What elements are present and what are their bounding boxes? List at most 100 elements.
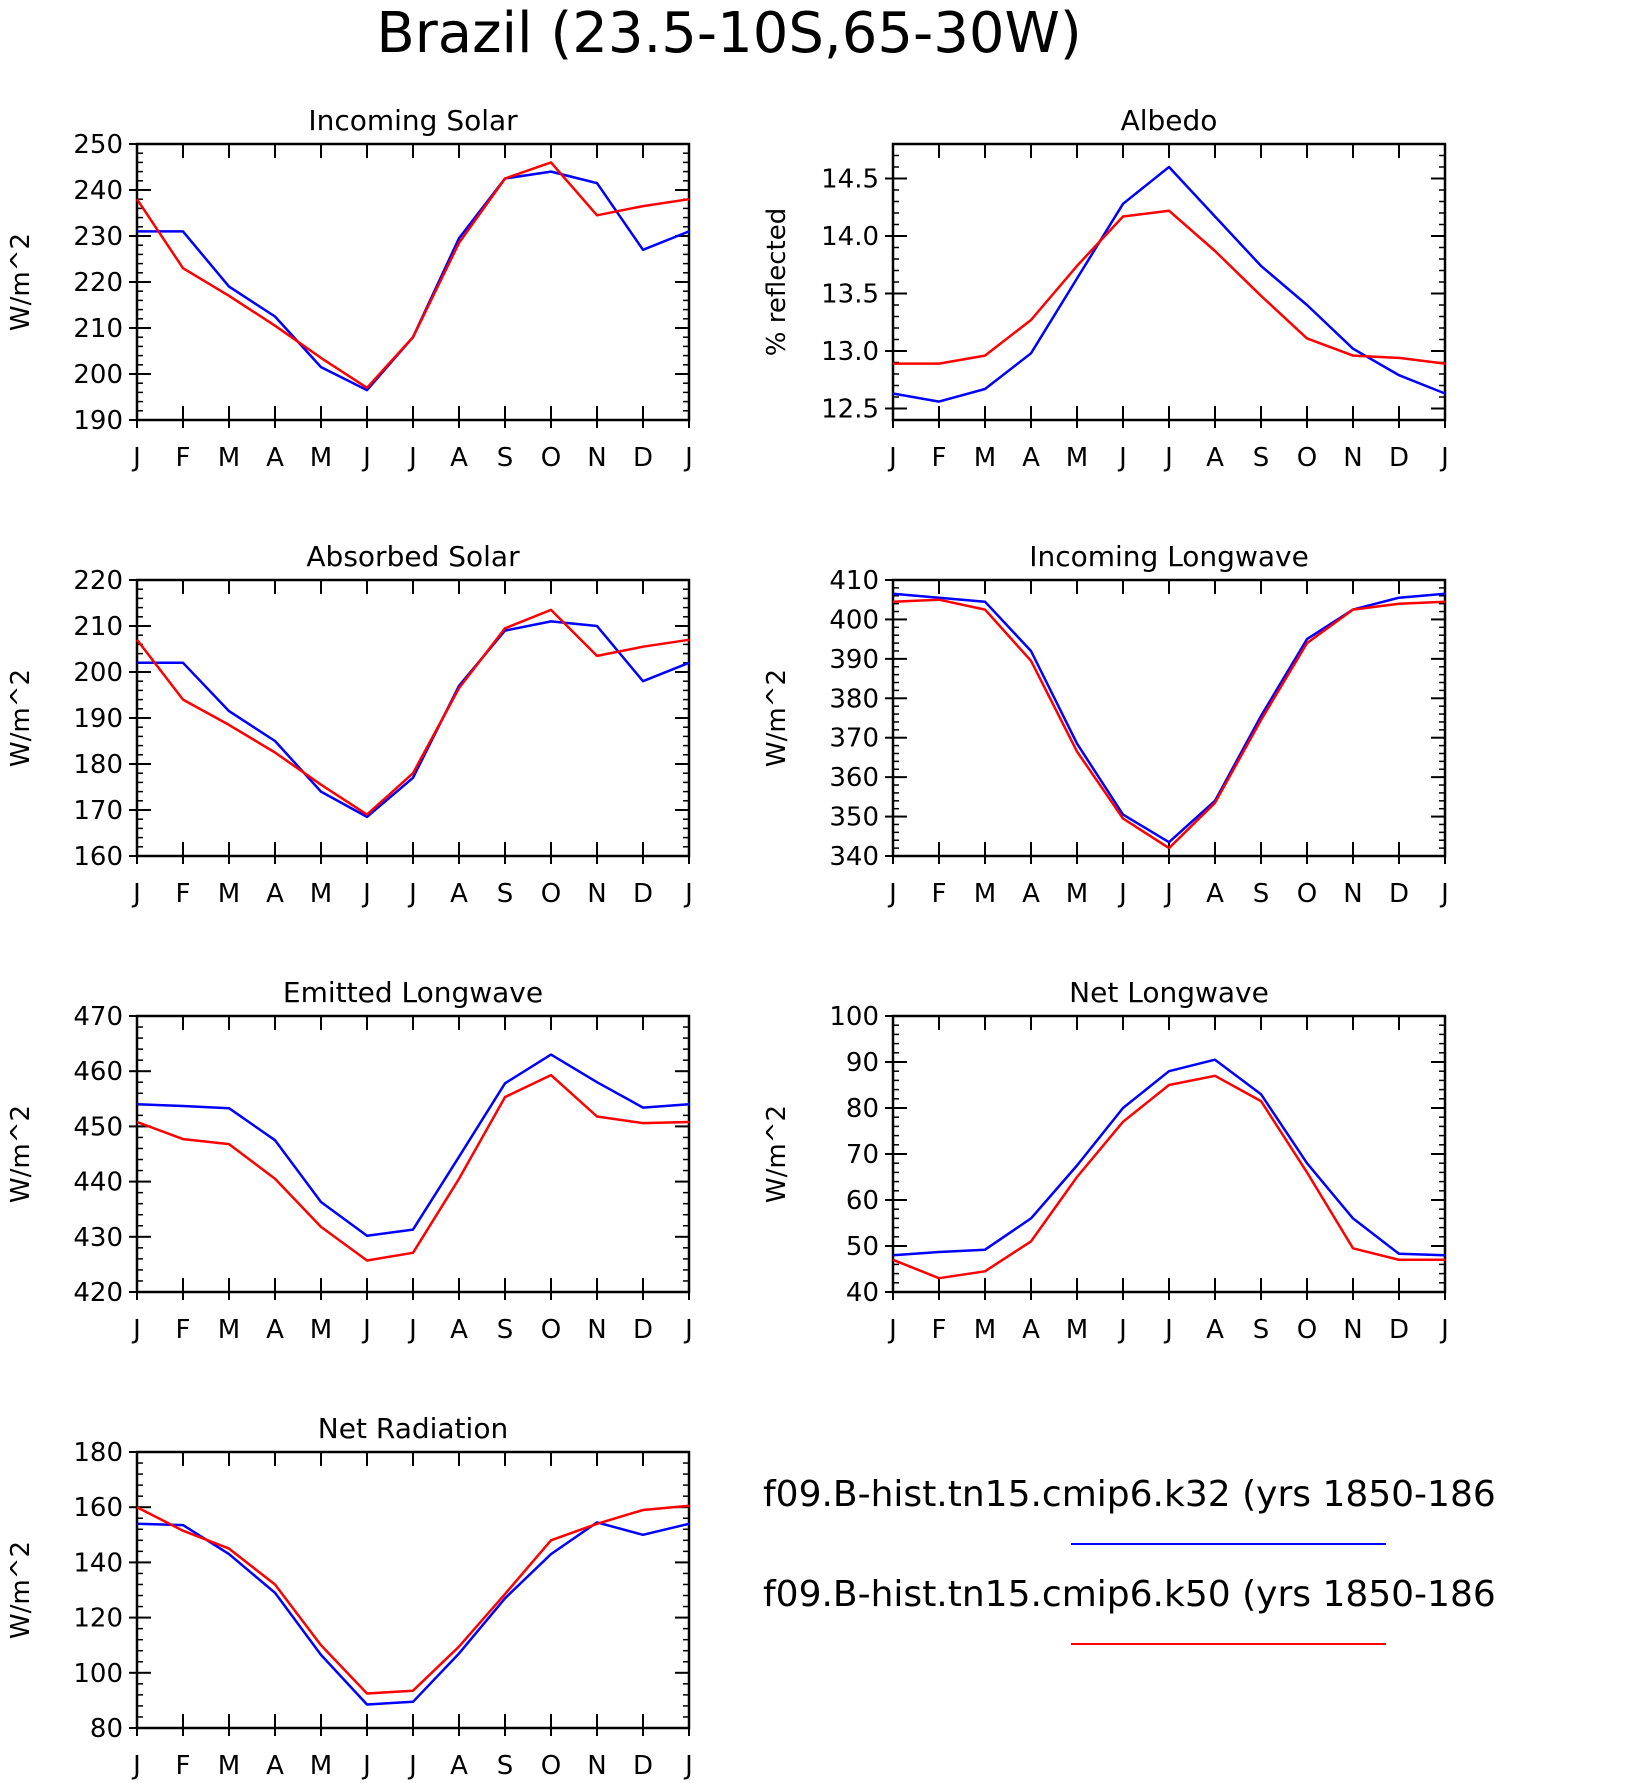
y-tick-label-incoming-solar-6: 250 — [73, 130, 123, 160]
x-tick-label-absorbed-solar-5: J — [361, 879, 371, 909]
x-tick-label-absorbed-solar-9: O — [541, 879, 561, 909]
x-tick-label-incoming-solar-8: S — [497, 443, 514, 473]
y-axis-label-emitted-longwave: W/m^2 — [6, 1105, 36, 1203]
y-tick-label-net-radiation-1: 100 — [73, 1659, 123, 1689]
x-tick-label-net-longwave-6: J — [1163, 1315, 1173, 1345]
x-tick-label-absorbed-solar-0: J — [131, 879, 141, 909]
x-tick-label-emitted-longwave-0: J — [131, 1315, 141, 1345]
series-line-emitted-longwave-k32 — [136, 1053, 690, 1237]
series-line-absorbed-solar-k50 — [136, 608, 690, 816]
x-tick-label-emitted-longwave-12: J — [683, 1315, 693, 1345]
y-tick-label-incoming-solar-4: 230 — [73, 222, 123, 252]
x-tick-label-incoming-longwave-12: J — [1439, 879, 1449, 909]
y-tick-label-emitted-longwave-1: 430 — [73, 1223, 123, 1253]
y-tick-label-incoming-longwave-2: 360 — [829, 763, 879, 793]
y-tick-label-albedo-0: 12.5 — [821, 395, 879, 425]
x-tick-label-incoming-solar-9: O — [541, 443, 561, 473]
plot-frame-absorbed-solar — [135, 578, 691, 858]
panel-title-emitted-longwave: Emitted Longwave — [283, 976, 543, 1009]
series-line-albedo-k32 — [892, 165, 1446, 403]
y-tick-label-incoming-solar-3: 220 — [73, 268, 123, 298]
x-tick-label-absorbed-solar-8: S — [497, 879, 514, 909]
series-line-albedo-k50 — [893, 209, 1446, 365]
x-tick-label-emitted-longwave-7: A — [450, 1315, 468, 1345]
y-axis-label-net-radiation: W/m^2 — [6, 1541, 36, 1639]
x-tick-label-absorbed-solar-10: N — [587, 879, 606, 909]
y-tick-label-net-longwave-4: 80 — [846, 1094, 879, 1124]
x-tick-label-emitted-longwave-4: M — [310, 1315, 332, 1345]
x-tick-label-emitted-longwave-3: A — [266, 1315, 284, 1345]
x-tick-label-emitted-longwave-2: M — [218, 1315, 240, 1345]
series-line-incoming-solar-k50 — [135, 161, 690, 390]
legend: f09.B-hist.tn15.cmip6.k32 (yrs 1850-186 … — [763, 1474, 1496, 1645]
x-tick-label-net-radiation-8: S — [497, 1751, 514, 1781]
x-tick-label-net-radiation-0: J — [131, 1751, 141, 1781]
series-line-net-longwave-k32 — [892, 1058, 1446, 1257]
x-tick-label-albedo-5: J — [1117, 443, 1127, 473]
x-tick-label-emitted-longwave-8: S — [497, 1315, 514, 1345]
x-tick-label-albedo-8: S — [1253, 443, 1270, 473]
legend-label-k50: f09.B-hist.tn15.cmip6.k50 (yrs 1850-186 — [763, 1574, 1496, 1615]
y-tick-label-absorbed-solar-0: 160 — [73, 842, 123, 872]
x-tick-label-net-longwave-11: D — [1389, 1315, 1409, 1345]
y-tick-label-emitted-longwave-0: 420 — [73, 1278, 123, 1308]
y-tick-label-incoming-longwave-3: 370 — [829, 724, 879, 754]
x-tick-label-absorbed-solar-11: D — [633, 879, 653, 909]
y-axis-label-absorbed-solar: W/m^2 — [6, 669, 36, 767]
y-tick-label-absorbed-solar-6: 220 — [73, 566, 123, 596]
series-line-incoming-longwave-k32 — [892, 592, 1446, 844]
x-tick-label-net-radiation-7: A — [450, 1751, 468, 1781]
x-tick-label-incoming-longwave-8: S — [1253, 879, 1270, 909]
x-tick-label-albedo-2: M — [974, 443, 996, 473]
x-tick-label-incoming-solar-3: A — [266, 443, 284, 473]
plot-frame-incoming-longwave — [891, 578, 1447, 858]
x-tick-label-net-radiation-6: J — [407, 1751, 417, 1781]
x-tick-label-incoming-longwave-2: M — [974, 879, 996, 909]
series-line-net-radiation-k32 — [136, 1521, 690, 1706]
x-tick-label-emitted-longwave-11: D — [633, 1315, 653, 1345]
y-tick-label-net-radiation-3: 140 — [73, 1548, 123, 1578]
y-tick-label-absorbed-solar-4: 200 — [73, 658, 123, 688]
x-tick-label-net-radiation-5: J — [361, 1751, 371, 1781]
x-tick-label-emitted-longwave-6: J — [407, 1315, 417, 1345]
y-tick-label-albedo-2: 13.5 — [821, 280, 879, 310]
x-tick-label-net-radiation-10: N — [587, 1751, 606, 1781]
x-tick-label-net-radiation-1: F — [176, 1751, 191, 1781]
x-tick-label-incoming-longwave-5: J — [1117, 879, 1127, 909]
y-axis-label-net-longwave: W/m^2 — [762, 1105, 792, 1203]
y-tick-label-incoming-longwave-5: 390 — [829, 645, 879, 675]
x-tick-label-albedo-12: J — [1439, 443, 1449, 473]
x-tick-label-net-longwave-7: A — [1206, 1315, 1224, 1345]
x-tick-label-net-radiation-12: J — [683, 1751, 693, 1781]
x-tick-label-incoming-longwave-0: J — [887, 879, 897, 909]
x-tick-label-absorbed-solar-1: F — [176, 879, 191, 909]
panel-title-incoming-solar: Incoming Solar — [308, 104, 518, 137]
y-tick-label-absorbed-solar-5: 210 — [73, 612, 123, 642]
y-tick-label-incoming-longwave-6: 400 — [829, 605, 879, 635]
y-tick-label-net-longwave-1: 50 — [846, 1232, 879, 1262]
x-tick-label-net-longwave-8: S — [1253, 1315, 1270, 1345]
y-tick-label-emitted-longwave-3: 450 — [73, 1112, 123, 1142]
x-tick-label-incoming-solar-11: D — [633, 443, 653, 473]
panel-albedo: J F M A M J J A S O N D J12.513.013.514.014.5Albedo%… — [762, 104, 1449, 473]
x-tick-label-emitted-longwave-10: N — [587, 1315, 606, 1345]
x-tick-label-albedo-1: F — [932, 443, 947, 473]
y-tick-label-emitted-longwave-2: 440 — [73, 1168, 123, 1198]
series-line-net-longwave-k50 — [892, 1074, 1445, 1280]
y-tick-label-absorbed-solar-3: 190 — [73, 704, 123, 734]
x-tick-label-albedo-11: D — [1389, 443, 1409, 473]
x-tick-label-absorbed-solar-7: A — [450, 879, 468, 909]
x-tick-label-absorbed-solar-12: J — [683, 879, 693, 909]
x-tick-label-net-longwave-1: F — [932, 1315, 947, 1345]
y-tick-label-emitted-longwave-4: 460 — [73, 1057, 123, 1087]
x-tick-label-net-longwave-0: J — [887, 1315, 897, 1345]
x-tick-label-incoming-longwave-3: A — [1022, 879, 1040, 909]
x-tick-label-net-longwave-9: O — [1297, 1315, 1317, 1345]
x-tick-label-incoming-longwave-10: N — [1343, 879, 1362, 909]
legend-label-k32: f09.B-hist.tn15.cmip6.k32 (yrs 1850-186 — [763, 1474, 1496, 1515]
x-tick-label-emitted-longwave-1: F — [176, 1315, 191, 1345]
x-tick-label-absorbed-solar-6: J — [407, 879, 417, 909]
x-tick-label-albedo-7: A — [1206, 443, 1224, 473]
y-tick-label-net-longwave-5: 90 — [846, 1048, 879, 1078]
